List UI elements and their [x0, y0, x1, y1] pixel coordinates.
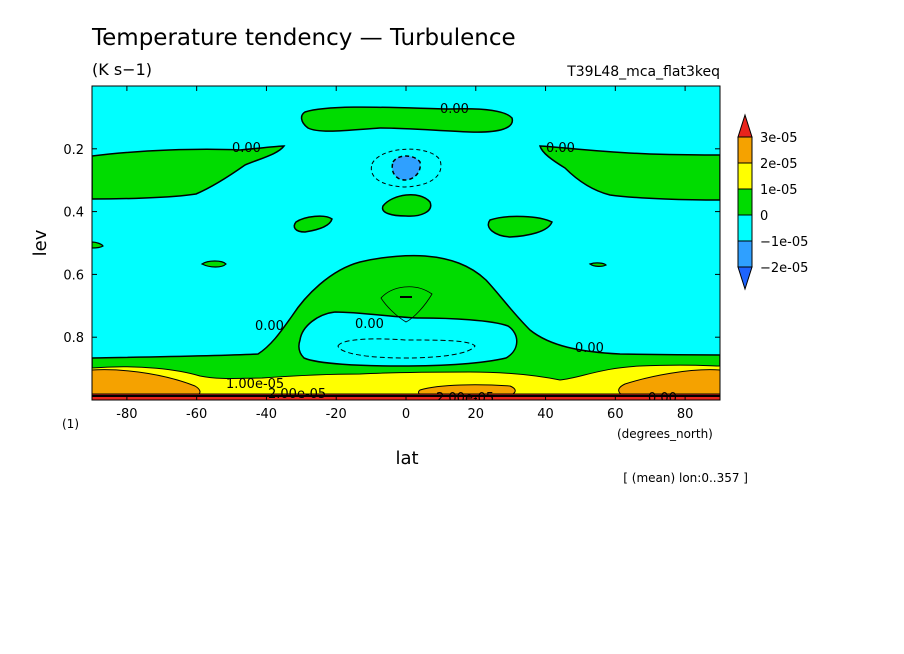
- x-tick-label: 40: [537, 407, 554, 422]
- x-tick-label: 20: [468, 407, 485, 422]
- contour-label: 0.00: [255, 319, 284, 334]
- x-tick-label: -20: [326, 407, 347, 422]
- contour-label: 0.00: [648, 391, 677, 406]
- contour-labels: 0.00 0.00 0.00 0.00 0.00 0.00 0.00 1.00e…: [226, 102, 677, 406]
- fill-zero-spot-right: [487, 215, 553, 238]
- fill-zero-spot-tiny-left: [200, 260, 227, 268]
- colorbar-swatch: [737, 162, 753, 190]
- colorbar-swatch: [737, 136, 753, 164]
- contour-label: 0.00: [440, 102, 469, 117]
- contour-label: 2.00e-05: [436, 391, 494, 406]
- contour-label: 1.00e-05: [226, 377, 284, 392]
- y-tick-label: 0.6: [63, 268, 84, 283]
- fill-zero-upper-cap: [300, 106, 514, 133]
- contour-label: 0.00: [546, 141, 575, 156]
- colorbar-swatch: [737, 240, 753, 268]
- contour-neg-pocket-dashed: [337, 338, 476, 359]
- x-axis-label: lat: [395, 448, 418, 469]
- colorbar-label: 3e-05: [760, 131, 798, 146]
- colorbar: 3e-05 2e-05 1e-05 0 −1e-05 −2e-05: [737, 113, 808, 291]
- colorbar-label: −2e-05: [760, 261, 808, 276]
- x-tick-label: 60: [607, 407, 624, 422]
- y-axis: 0.2 0.4 0.6 0.8: [63, 143, 720, 346]
- fill-zero-left-band: [92, 145, 286, 200]
- y-units: (1): [62, 417, 79, 431]
- y-tick-label: 0.2: [63, 143, 84, 158]
- contour-neg-outer-top: [370, 148, 442, 188]
- fill-zero-right-band: [538, 145, 720, 201]
- y-tick-label: 0.4: [63, 206, 84, 221]
- colorbar-swatch: [737, 214, 753, 242]
- run-label: T39L48_mca_flat3keq: [566, 64, 720, 80]
- fill-zero-spot-tiny-right: [588, 262, 608, 267]
- footnote: [ (mean) lon:0..357 ]: [623, 471, 748, 485]
- fill-zero-spot-tiny-edge: [92, 241, 104, 249]
- fill-neg2-spot: [391, 155, 422, 181]
- colorbar-swatch: [737, 113, 753, 138]
- fill-zero-spot-center: [381, 194, 432, 217]
- contour-inner-diamond: [380, 286, 433, 323]
- x-tick-label: 0: [402, 407, 410, 422]
- x-tick-label: -60: [186, 407, 207, 422]
- fill-pos1-layer: [92, 364, 720, 400]
- contour-label: 0.00: [232, 141, 261, 156]
- x-tick-label: -40: [256, 407, 277, 422]
- colorbar-label: 0: [760, 209, 768, 224]
- x-tick-label: 80: [677, 407, 694, 422]
- contour-label: 2.00e-05: [268, 387, 326, 402]
- colorbar-label: −1e-05: [760, 235, 808, 250]
- colorbar-swatch: [737, 188, 753, 216]
- plot-area: 0.00 0.00 0.00 0.00 0.00 0.00 0.00 1.00e…: [92, 86, 720, 406]
- x-axis: -80 -60 -40 -20 0 20 40 60 80: [116, 86, 693, 422]
- colorbar-label: 1e-05: [760, 183, 798, 198]
- y-tick-label: 0.8: [63, 331, 84, 346]
- colorbar-label: 2e-05: [760, 157, 798, 172]
- contour-label: 0.00: [355, 317, 384, 332]
- fill-zero-spot-left: [293, 215, 333, 233]
- chart-title: Temperature tendency — Turbulence: [91, 25, 516, 51]
- x-tick-label: -80: [116, 407, 137, 422]
- y-axis-label: lev: [30, 229, 51, 256]
- x-units: (degrees_north): [617, 427, 713, 441]
- contour-label: 0.00: [575, 341, 604, 356]
- units-label: (K s−1): [92, 60, 152, 79]
- colorbar-swatch: [737, 266, 753, 291]
